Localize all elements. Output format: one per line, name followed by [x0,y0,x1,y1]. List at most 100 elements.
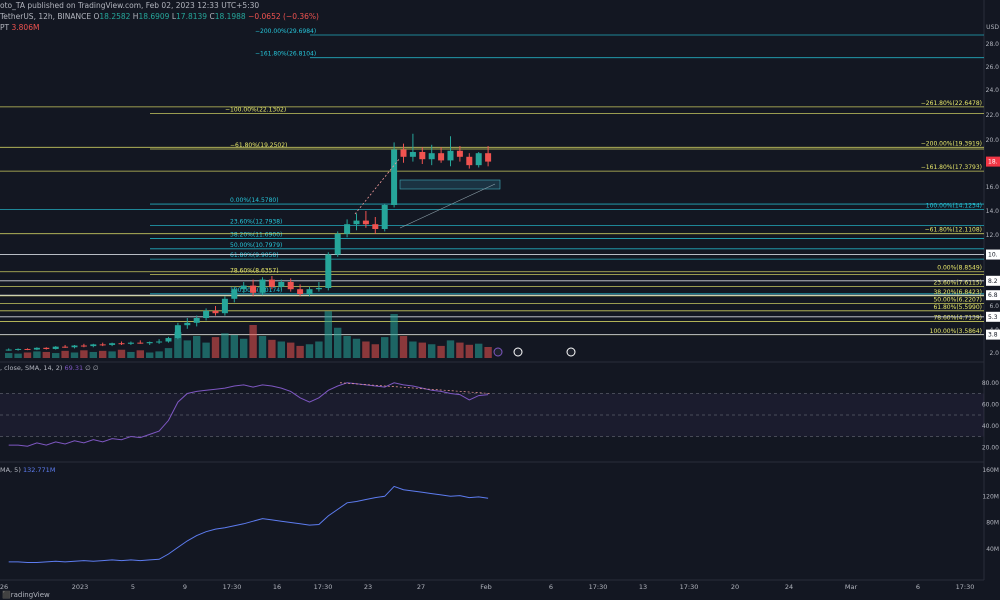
volume-bar [240,338,248,358]
candle-body [391,149,398,205]
candle-body [325,254,332,288]
candle-body [221,298,228,314]
volume-bar [155,351,163,358]
candle-body [80,345,87,347]
candle-body [240,285,247,290]
volume-ma-axis-label: 160M [982,467,999,474]
volume-bar [174,332,182,358]
volume-ma-axis-label: 80M [986,520,999,527]
fib-label: 100.00%(7.0174) [230,287,282,294]
demand-zone-box [399,179,501,190]
close-value: 18.1988 [214,12,246,21]
volume-bar [249,325,257,358]
candle-body [24,348,31,350]
fib-label: 100.00%(14.1234) [926,203,982,210]
time-axis-label: 17:30 [589,583,608,591]
candle-body [165,338,172,342]
candle-body [109,343,116,345]
price-tag-label: 3.8 [988,332,998,339]
volume-bar [475,343,483,358]
candle-body [250,285,257,293]
volume-ma-line [8,485,489,563]
candle-body [174,325,181,339]
high-value: 18.6909 [138,12,170,21]
price-tag [986,329,1000,340]
fib-label: −261.80%(22.6478) [921,100,982,107]
candle-body [146,342,153,344]
fib-label: 78.60%(8.6357) [230,267,279,274]
price-tag [986,290,1000,301]
time-axis-label: Mar [845,583,858,591]
volume-ma-axis-label: 40M [986,546,999,553]
candle-body [372,224,379,229]
volume-legend-value: 3.806M [11,23,40,32]
candle-body [409,152,416,157]
candle-body [127,342,134,344]
volume-ma-legend[interactable]: MA, 5) 132.771M [0,466,55,474]
rsi-legend-value: 69.31 [64,364,84,372]
symbol-label: TetherUS, 12h, BINANCE [0,12,92,21]
candle-body [362,220,369,225]
fib-label: 100.00%(3.5864) [930,328,982,335]
candle-body [52,346,59,349]
fib-label: −200.00%(29.6984) [255,28,316,35]
candle-body [381,205,388,229]
symbol-ohlc-legend: TetherUS, 12h, BINANCE O18.2582 H18.6909… [0,12,319,21]
close-key: C [209,12,215,21]
price-axis-label: USD [986,24,999,31]
volume-legend: PT 3.806M [0,23,39,32]
candle-body [334,233,341,255]
candle-body [137,342,144,344]
candle-body [475,153,482,166]
price-tag [986,311,1000,322]
rsi-legend-extra: ∅ ∅ [85,364,99,372]
time-axis-label: 20 [731,583,739,591]
rsi-axis-label: 20.00 [982,444,999,451]
fib-label: −100.00%(22.1302) [225,106,286,113]
volume-ma-legend-name: MA, 5) [0,466,21,474]
price-axis-label: 12.0 [986,232,1000,239]
volume-bar [5,353,13,358]
time-axis-label: 27 [417,583,425,591]
candle-body [99,344,106,346]
candle-body [438,153,445,161]
high-key: H [132,12,139,21]
rsi-legend[interactable]: , close, SMA, 14, 2) 69.31 ∅ ∅ [0,364,99,372]
volume-bar [446,340,455,358]
volume-bar [99,350,107,358]
price-tag-label: 18. [988,159,998,166]
tradingview-logo-icon: ⬛ [2,591,11,599]
volume-bar [127,351,135,358]
candle-body [62,346,69,348]
volume-bar [484,347,492,358]
time-axis-label: 6 [916,583,920,591]
candle-body [447,150,454,161]
event-marker-icon [513,347,523,357]
tradingview-text: radingView [10,591,50,599]
volume-bar [80,350,88,358]
candle-body [344,224,351,234]
volume-bar [202,342,210,358]
volume-bar [52,353,60,358]
fib-label: 61.80%(9.9058) [230,252,279,259]
price-axis-label: 14.0 [986,208,1000,215]
volume-bar [117,349,126,358]
price-axis-label: 20.0 [986,137,1000,144]
volume-bar [305,344,314,358]
price-tag [986,156,1000,167]
trend-line [399,183,496,229]
volume-bar [334,327,342,358]
candle-body [419,152,426,160]
candle-body [315,288,322,290]
price-tag-label: 6.8 [988,292,998,299]
time-axis-label: 26 [0,583,8,591]
price-tag [986,249,1000,260]
price-tag-label: 8.2 [988,278,998,285]
rsi-axis-label: 80.00 [982,380,999,387]
open-key: O [93,12,100,21]
candle-body [193,318,200,323]
candle-body [15,348,22,350]
volume-bar [371,344,379,358]
volume-bar [268,339,276,358]
